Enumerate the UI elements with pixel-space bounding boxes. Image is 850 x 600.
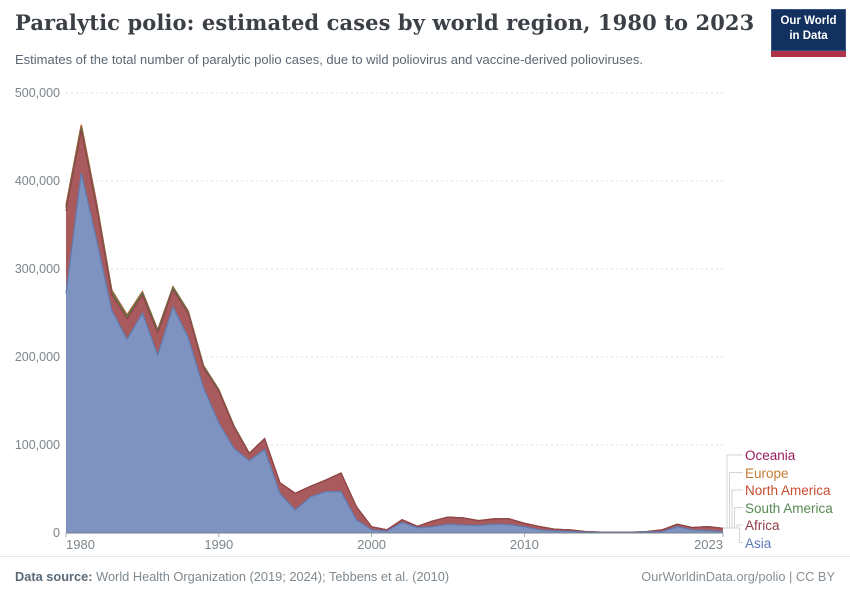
legend-connector	[723, 472, 743, 529]
legend-item-oceania[interactable]: Oceania	[745, 447, 795, 464]
area-asia	[66, 173, 723, 533]
x-tick-label: 2023	[694, 537, 723, 552]
footer-credit-link[interactable]: OurWorldinData.org/polio | CC BY	[641, 569, 835, 584]
y-tick-label: 400,000	[14, 174, 60, 188]
x-tick-label: 2010	[509, 537, 539, 552]
legend-item-asia[interactable]: Asia	[745, 535, 771, 552]
legend-item-europe[interactable]: Europe	[745, 465, 789, 482]
data-source-text: World Health Organization (2019; 2024); …	[96, 569, 450, 584]
owid-logo-line1: Our World	[780, 15, 837, 27]
legend-connector	[723, 527, 743, 543]
y-tick-label: 200,000	[14, 350, 60, 364]
y-tick-label: 300,000	[14, 262, 60, 276]
owid-logo[interactable]: Our World in Data	[771, 9, 846, 57]
legend-label-africa: Africa	[745, 518, 780, 533]
legend-item-north-america[interactable]: North America	[745, 482, 831, 499]
footer: Data source: World Health Organization (…	[0, 556, 850, 600]
legend-connector	[723, 454, 743, 529]
owid-logo-line2: in Data	[789, 29, 828, 42]
chart-subtitle: Estimates of the total number of paralyt…	[15, 52, 643, 67]
area-africa	[66, 130, 723, 533]
x-tick-label: 2000	[357, 537, 387, 552]
y-tick-label: 100,000	[14, 438, 60, 452]
x-tick-label: 1990	[204, 537, 234, 552]
y-tick-label: 500,000	[14, 86, 60, 100]
y-tick-label: 0	[53, 526, 60, 540]
data-source: Data source: World Health Organization (…	[15, 569, 449, 584]
legend-label-north-america: North America	[745, 483, 831, 498]
legend-item-south-america[interactable]: South America	[745, 500, 833, 517]
legend-item-africa[interactable]: Africa	[745, 517, 780, 534]
legend-label-south-america: South America	[745, 500, 833, 516]
page-title: Paralytic polio: estimated cases by worl…	[15, 10, 755, 35]
legend-label-oceania: Oceania	[745, 448, 796, 463]
data-source-label: Data source:	[15, 569, 93, 584]
legend-label-europe: Europe	[745, 465, 789, 481]
x-tick-label: 1980	[66, 537, 95, 552]
legend-connector	[723, 489, 743, 529]
legend: Oceania Europe North America South Ameri…	[745, 0, 845, 600]
legend-label-asia: Asia	[745, 535, 772, 551]
